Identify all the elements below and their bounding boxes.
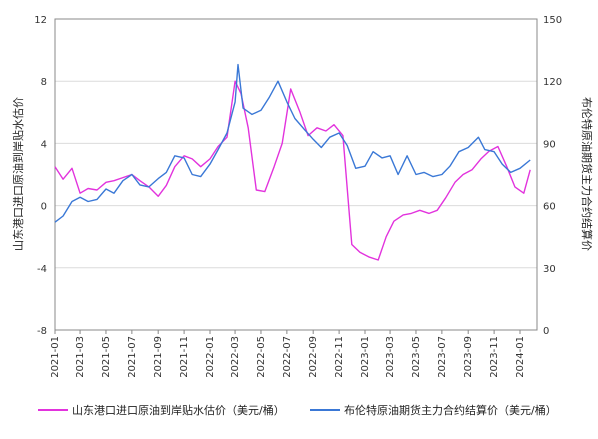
x-tick-label: 2022-11 <box>334 336 345 378</box>
x-tick-label: 2023-07 <box>437 336 448 378</box>
x-tick-label: 2022-09 <box>308 336 319 378</box>
x-tick-label: 2021-07 <box>127 336 138 378</box>
x-tick-label: 2021-03 <box>75 336 86 378</box>
left-tick-label: 4 <box>41 139 47 150</box>
x-tick-label: 2023-11 <box>489 336 500 378</box>
left-tick-label: 0 <box>41 202 47 213</box>
x-tick-label: 2023-05 <box>411 336 422 378</box>
x-tick-label: 2023-09 <box>463 336 474 378</box>
right-axis-ticks: 0 30 60 90 120 150 <box>543 15 562 337</box>
right-tick-label: 60 <box>543 202 556 213</box>
left-tick-label: -4 <box>37 264 47 275</box>
x-tick-label: 2021-11 <box>179 336 190 378</box>
x-tick-label: 2022-05 <box>256 336 267 378</box>
x-tick-label: 2021-09 <box>153 336 164 378</box>
left-tick-label: 8 <box>41 77 47 88</box>
series-line-1 <box>54 80 531 261</box>
right-tick-label: 120 <box>543 77 562 88</box>
right-tick-label: 0 <box>543 326 549 337</box>
legend-label-series-1: 山东港口进口原油到岸贴水估价（美元/桶） <box>72 403 285 417</box>
left-tick-label: -8 <box>37 326 47 337</box>
x-axis-ticks: 2021-01 2021-03 2021-05 2021-07 2021-09 2021-… <box>50 330 526 378</box>
right-tick-label: 150 <box>543 15 562 26</box>
x-tick-label: 2021-05 <box>101 336 112 378</box>
x-tick-label: 2022-07 <box>282 336 293 378</box>
right-tick-label: 90 <box>543 139 556 150</box>
left-axis-ticks: -8 -4 0 4 8 12 <box>34 15 47 337</box>
right-tick-label: 30 <box>543 264 556 275</box>
x-tick-label: 2024-01 <box>515 336 526 378</box>
left-tick-label: 12 <box>34 15 47 26</box>
left-axis-title: 山东港口进口原油到岸贴水估价 <box>11 97 25 251</box>
series-layer <box>54 63 531 261</box>
x-tick-label: 2023-01 <box>360 336 371 378</box>
plot-frame <box>54 18 538 331</box>
x-tick-label: 2022-01 <box>205 336 216 378</box>
right-axis-title: 布伦特原油期货主力合约结算价 <box>580 97 594 251</box>
x-tick-label: 2023-03 <box>385 336 396 378</box>
legend-label-series-2: 布伦特原油期货主力合约结算价（美元/桶） <box>344 403 557 417</box>
legend: 山东港口进口原油到岸贴水估价（美元/桶） 布伦特原油期货主力合约结算价（美元/桶… <box>38 403 557 417</box>
series-line-2 <box>54 63 531 223</box>
x-tick-label: 2022-03 <box>230 336 241 378</box>
x-tick-label: 2021-01 <box>50 336 61 378</box>
